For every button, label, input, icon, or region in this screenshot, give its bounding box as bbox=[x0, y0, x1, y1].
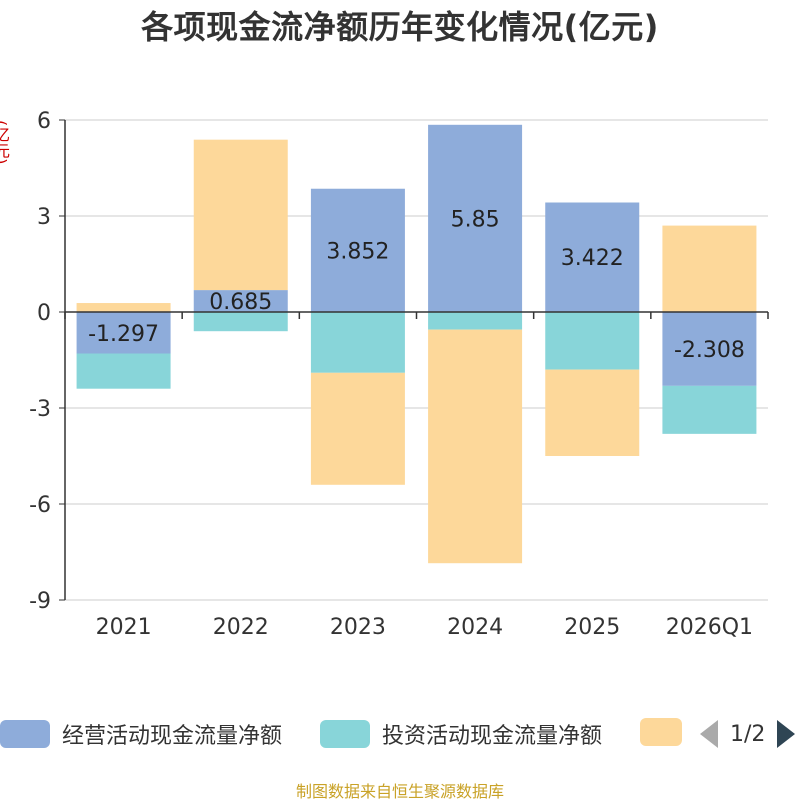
bar-financing-2022 bbox=[193, 139, 288, 291]
bar-investing-2024 bbox=[428, 312, 523, 330]
bar-financing-2024 bbox=[428, 329, 523, 564]
data-label-operating-2024: 5.85 bbox=[451, 207, 500, 232]
x-tick-label: 2025 bbox=[564, 615, 620, 640]
chart-title: 各项现金流净额历年变化情况(亿元) bbox=[141, 8, 659, 46]
bar-financing-2026Q1 bbox=[662, 225, 757, 312]
bar-investing-2023 bbox=[310, 312, 405, 373]
legend: 经营活动现金流量净额 投资活动现金流量净额 1/2 bbox=[0, 714, 800, 754]
data-label-operating-2026Q1: -2.308 bbox=[674, 338, 745, 363]
legend-pager: 1/2 bbox=[700, 720, 796, 748]
y-tick-label: -9 bbox=[29, 589, 51, 614]
y-axis-unit-label: (亿元) bbox=[0, 120, 10, 165]
bar-investing-2026Q1 bbox=[662, 385, 757, 434]
x-tick-label: 2023 bbox=[330, 615, 386, 640]
legend-prev-page-icon[interactable] bbox=[700, 720, 718, 748]
data-label-operating-2025: 3.422 bbox=[561, 246, 624, 271]
y-tick-label: -3 bbox=[29, 397, 51, 422]
bar-investing-2021 bbox=[76, 353, 171, 389]
data-label-operating-2022: 0.685 bbox=[209, 290, 272, 315]
data-label-operating-2021: -1.297 bbox=[88, 322, 159, 347]
bar-investing-2025 bbox=[545, 312, 640, 370]
x-tick-label: 2024 bbox=[447, 615, 503, 640]
legend-swatch-financing bbox=[640, 718, 682, 746]
bar-financing-2021 bbox=[76, 303, 171, 312]
legend-label-operating: 经营活动现金流量净额 bbox=[62, 724, 283, 749]
stacked-bar-chart: 6 3 0 -3 -6 -9 -1.297 0.685 3.852 5.85 3.422 -2.308… bbox=[29, 109, 769, 640]
y-tick-label: -6 bbox=[29, 493, 51, 518]
y-tick-label: 6 bbox=[37, 109, 51, 134]
x-tick-label: 2022 bbox=[213, 615, 269, 640]
bar-operating-2023 bbox=[310, 188, 405, 312]
data-source-note: 制图数据来自恒生聚源数据库 bbox=[295, 782, 504, 801]
x-tick-label: 2021 bbox=[96, 615, 152, 640]
legend-swatch-operating bbox=[0, 720, 50, 748]
y-tick-label: 3 bbox=[37, 205, 51, 230]
legend-item-investing[interactable]: 投资活动现金流量净额 bbox=[320, 718, 602, 750]
bar-operating-2024 bbox=[428, 124, 523, 312]
legend-item-operating[interactable]: 经营活动现金流量净额 bbox=[0, 718, 282, 750]
legend-swatch-investing bbox=[320, 720, 370, 748]
y-tick-label: 0 bbox=[37, 301, 51, 326]
bar-financing-2025 bbox=[545, 369, 640, 456]
bar-operating-2026Q1 bbox=[662, 312, 757, 386]
bar-operating-2021 bbox=[76, 312, 171, 354]
bar-operating-2022 bbox=[193, 290, 288, 312]
x-tick-label: 2026Q1 bbox=[666, 615, 753, 640]
legend-page-indicator: 1/2 bbox=[730, 721, 766, 747]
legend-label-investing: 投资活动现金流量净额 bbox=[382, 724, 603, 749]
bar-operating-2025 bbox=[545, 202, 640, 312]
bar-financing-2023 bbox=[310, 372, 405, 485]
data-label-operating-2023: 3.852 bbox=[326, 239, 389, 264]
legend-item-financing[interactable] bbox=[640, 718, 682, 746]
legend-next-page-icon[interactable] bbox=[777, 720, 796, 748]
bar-investing-2022 bbox=[193, 312, 288, 332]
